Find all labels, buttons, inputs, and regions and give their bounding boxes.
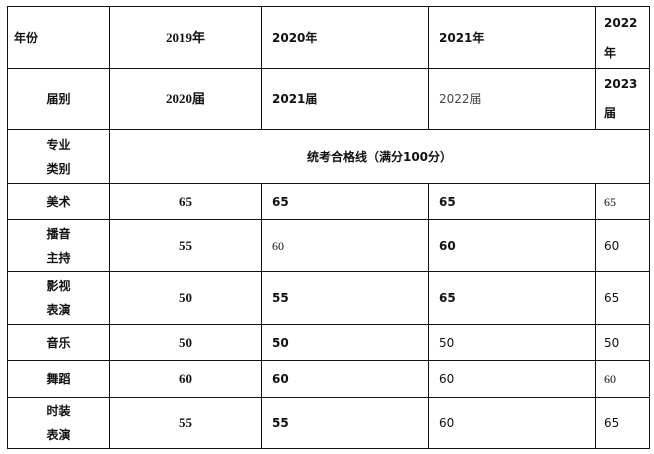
score-cell: 65 (595, 183, 650, 220)
major-label: 专业 类别 (7, 129, 110, 184)
score-cell: 65 (261, 183, 429, 220)
score-cell: 65 (428, 271, 596, 325)
class-row: 届别 2020届 2021届 2022届 2023 届 (7, 68, 650, 130)
year-cell: 2021年 (428, 6, 596, 69)
year-cell: 2022 年 (595, 6, 650, 69)
class-cell: 2023 届 (595, 68, 650, 130)
year-row: 年份 2019年 2020年 2021年 2022 年 (7, 6, 650, 69)
major-name: 播音 主持 (7, 219, 110, 272)
score-cell: 55 (261, 271, 429, 325)
score-cell: 60 (428, 360, 596, 398)
year-cell: 2020年 (261, 6, 429, 69)
major-header-row: 专业 类别 统考合格线（满分100分） (7, 129, 650, 184)
class-cell: 2022届 (428, 68, 596, 130)
score-cell: 50 (428, 324, 596, 361)
score-cell: 55 (109, 219, 262, 272)
year-cell: 2019年 (109, 6, 262, 69)
class-cell: 2021届 (261, 68, 429, 130)
score-cell: 65 (595, 397, 650, 449)
admission-score-table: 年份 2019年 2020年 2021年 2022 年 届别 2020届 202… (7, 6, 650, 449)
score-cell: 50 (109, 324, 262, 361)
score-cell: 50 (261, 324, 429, 361)
major-name: 音乐 (7, 324, 110, 361)
table-row: 音乐 50 50 50 50 (7, 324, 650, 361)
score-cell: 50 (109, 271, 262, 325)
score-cell: 55 (109, 397, 262, 449)
score-cell: 65 (428, 183, 596, 220)
score-cell: 60 (261, 219, 429, 272)
table-row: 时装 表演 55 55 60 65 (7, 397, 650, 449)
table-row: 影视 表演 50 55 65 65 (7, 271, 650, 325)
year-label: 年份 (7, 6, 110, 69)
score-cell: 60 (595, 360, 650, 398)
table-row: 播音 主持 55 60 60 60 (7, 219, 650, 272)
class-label: 届别 (7, 68, 110, 130)
score-cell: 65 (595, 271, 650, 325)
score-cell: 50 (595, 324, 650, 361)
score-cell: 60 (595, 219, 650, 272)
merged-title: 统考合格线（满分100分） (109, 129, 650, 184)
score-cell: 55 (261, 397, 429, 449)
score-cell: 65 (109, 183, 262, 220)
score-cell: 60 (261, 360, 429, 398)
table-row: 美术 65 65 65 65 (7, 183, 650, 220)
major-name: 美术 (7, 183, 110, 220)
table-row: 舞蹈 60 60 60 60 (7, 360, 650, 398)
class-cell: 2020届 (109, 68, 262, 130)
major-name: 舞蹈 (7, 360, 110, 398)
major-name: 影视 表演 (7, 271, 110, 325)
score-cell: 60 (428, 219, 596, 272)
score-cell: 60 (109, 360, 262, 398)
major-name: 时装 表演 (7, 397, 110, 449)
score-cell: 60 (428, 397, 596, 449)
